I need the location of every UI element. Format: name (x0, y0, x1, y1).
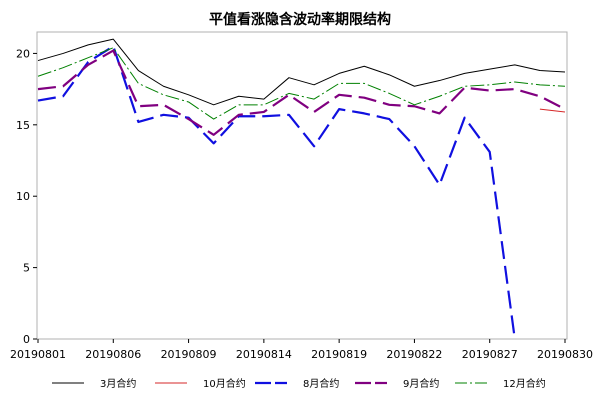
x-tick-label: 20190822 (386, 348, 442, 361)
x-tick-label: 20190809 (161, 348, 217, 361)
x-tick-label: 20190830 (537, 348, 593, 361)
legend-label: 8月合约 (303, 377, 339, 390)
x-tick-label: 20190819 (311, 348, 367, 361)
legend-label: 9月合约 (403, 377, 439, 390)
y-tick-label: 10 (16, 190, 30, 203)
chart-title: 平值看涨隐含波动率期限结构 (209, 11, 391, 28)
x-tick-label: 20190827 (462, 348, 518, 361)
series-line-3 (37, 45, 516, 340)
x-axis: 20190801 20190806 20190809 20190814 20190819… (10, 339, 593, 361)
legend-label: 10月合约 (203, 377, 246, 390)
series-line-1 (37, 38, 566, 106)
x-tick-label: 20190806 (85, 348, 141, 361)
series-line-4 (37, 49, 566, 136)
y-tick-label: 0 (23, 333, 30, 346)
plot-area (36, 31, 568, 340)
y-tick-label: 20 (16, 47, 30, 60)
y-axis: 0 5 10 15 20 (16, 47, 37, 346)
y-tick-label: 5 (23, 262, 30, 275)
series-lines (37, 38, 566, 340)
x-tick-label: 20190801 (10, 348, 66, 361)
legend-label: 3月合约 (100, 377, 136, 390)
series-line-2 (539, 108, 566, 113)
legend-label: 12月合约 (503, 377, 546, 390)
y-tick-label: 15 (16, 119, 30, 132)
x-tick-label: 20190814 (236, 348, 292, 361)
series-line-5 (37, 47, 566, 120)
legend: 3月合约 10月合约 8月合约 9月合约 12月合约 (52, 377, 546, 390)
